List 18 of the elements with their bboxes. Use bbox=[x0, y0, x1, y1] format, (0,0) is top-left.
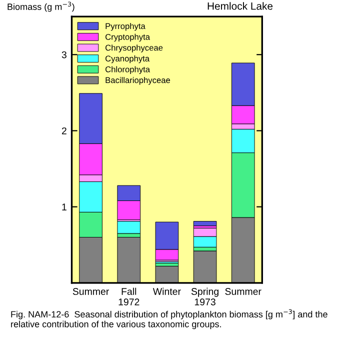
y-tick-label: 2 bbox=[62, 127, 66, 134]
bar bbox=[193, 221, 217, 226]
legend-label: Chlorophyta bbox=[106, 66, 150, 74]
legend-label: Pyrrophyta bbox=[106, 22, 146, 31]
x-tick-label: Winter bbox=[152, 288, 181, 295]
y-tick-label: 3 bbox=[62, 51, 66, 58]
chart-title: Hemlock Lake bbox=[208, 2, 273, 10]
legend-label: Bacillariophyceae bbox=[106, 77, 170, 85]
y-axis-title: Biomass (g m$^{−3}$) bbox=[8, 2, 74, 12]
text: Fig. NAM-12-6 Seasonal distribution of phytoplankton biomass [g m$^{−3}$] and the relative contribution of the various taxonomic groups. bbox=[11, 309, 328, 330]
y-tick-label: 1 bbox=[62, 204, 66, 210]
legend-label: Cryptophyta bbox=[106, 34, 150, 42]
x-tick-label: Summer bbox=[225, 288, 262, 295]
x-tick-label: Spring 1973 bbox=[191, 288, 218, 306]
legend-label: Cyanophyta bbox=[106, 55, 150, 64]
legend-label: Chrysophyceae bbox=[106, 44, 163, 52]
x-tick-label: Fall 1972 bbox=[118, 288, 140, 306]
x-tick-label: Summer bbox=[72, 288, 109, 295]
